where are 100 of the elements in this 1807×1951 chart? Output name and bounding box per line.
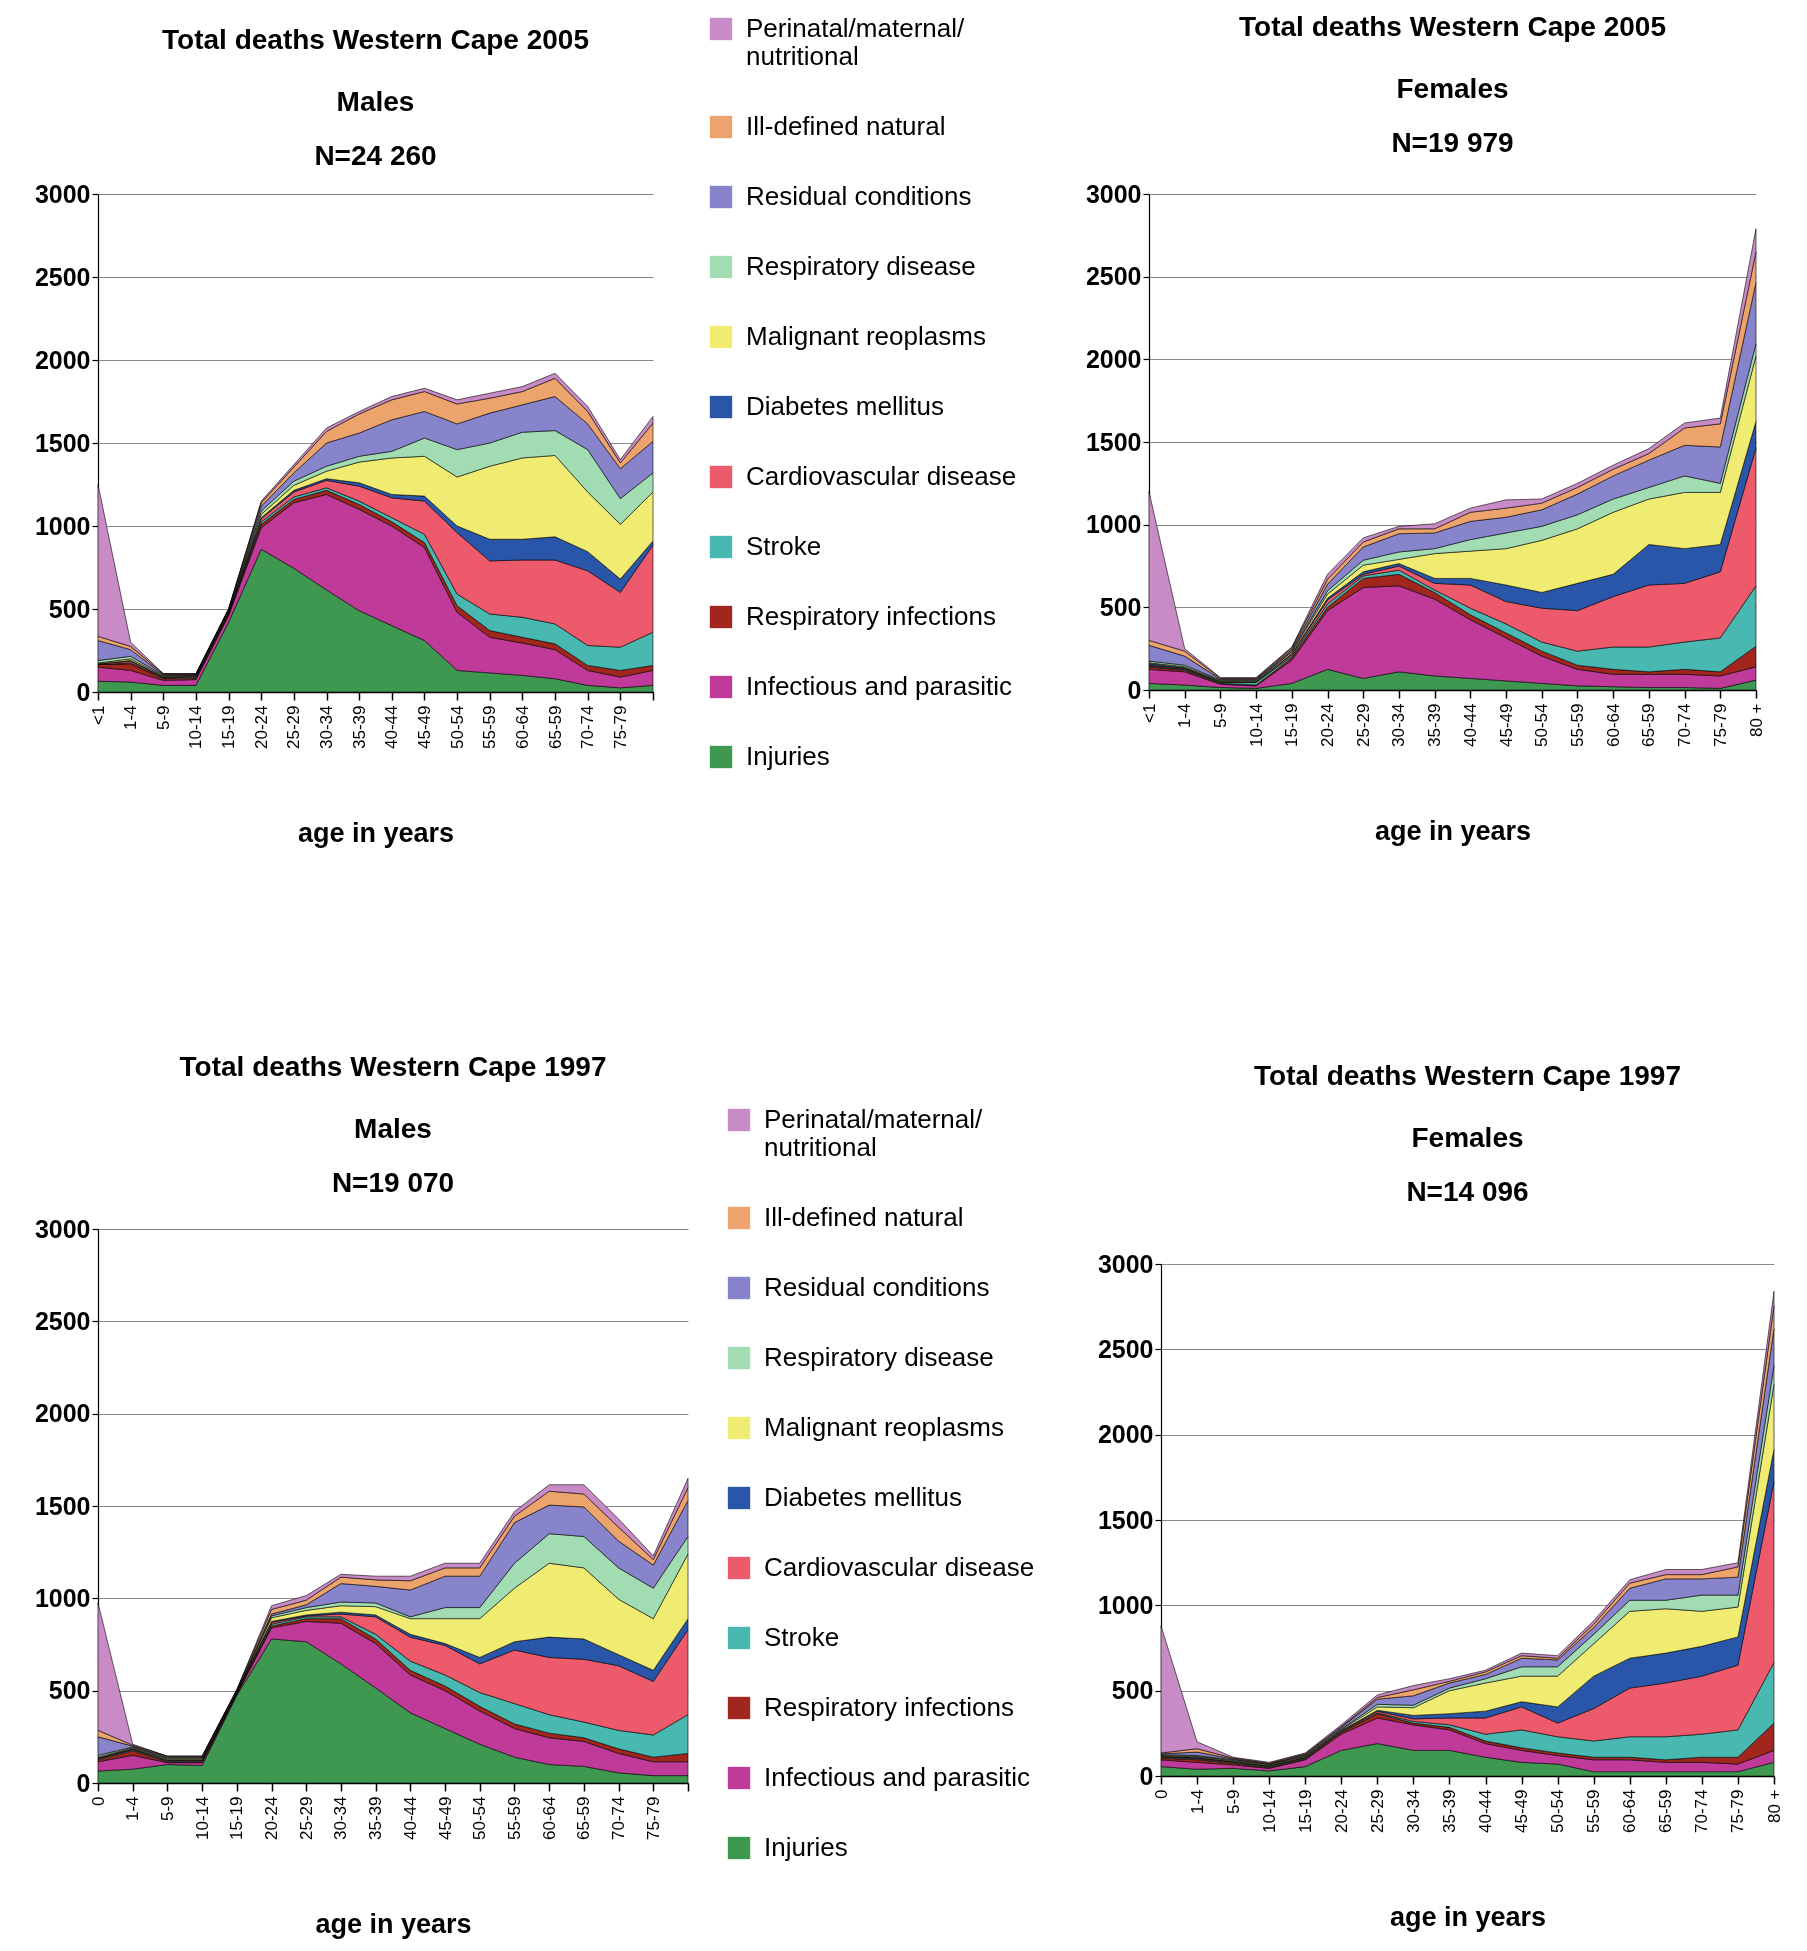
x-tick-label: 20-24 [1331,1789,1351,1833]
x-tick-label: 55-59 [1584,1789,1604,1833]
chart-title: Total deaths Western Cape 1997 [1254,1060,1681,1091]
x-tick-label: 35-39 [1439,1789,1459,1833]
x-tick-label: 10-14 [1246,703,1266,747]
legend-label: Malignant reoplasms [746,321,986,351]
y-tick-label: 1500 [34,428,91,457]
x-tick-label: 30-34 [331,1796,351,1840]
legend-label: Stroke [764,1622,840,1652]
x-tick-label: 0 [88,1796,108,1806]
chart-title: Total deaths Western Cape 1997 [179,1051,607,1082]
chart-subtitle: Males N=19 070 [331,1113,455,1198]
y-tick-label: 0 [1127,675,1142,704]
x-tick-label: 20-24 [251,705,271,749]
x-axis-title: age in years [1389,1901,1547,1932]
x-tick-label: 1-4 [121,705,141,731]
legend-label: Ill-defined natural [764,1202,964,1232]
x-tick-label: 30-34 [317,705,337,749]
x-tick-label: 5-9 [153,705,173,731]
legend-label: Injuries [764,1832,848,1862]
y-tick-label: 1500 [1085,427,1142,456]
x-tick-label: 20-24 [1318,703,1338,747]
y-tick-label: 1000 [34,1583,91,1612]
legend-label: Cardiovascular disease [764,1552,1035,1582]
x-tick-label: <1 [1139,703,1159,723]
y-tick-label: 500 [1111,1676,1154,1705]
x-tick-label: 25-29 [1353,703,1373,747]
x-axis-title: age in years [1374,815,1532,846]
x-tick-label: 60-64 [539,1796,559,1840]
x-tick-label: 50-54 [470,1796,490,1840]
x-tick-label: 50-54 [1548,1789,1568,1833]
x-tick-label: 5-9 [157,1796,177,1822]
x-tick-label: 70-74 [1692,1789,1712,1833]
x-tick-label: 75-79 [1710,703,1730,747]
x-tick-label: 10-14 [186,705,206,749]
x-tick-label: 50-54 [1532,703,1552,747]
legend-label: Respiratory disease [764,1342,994,1372]
x-tick-label: 45-49 [435,1796,455,1840]
x-tick-label: 55-59 [504,1796,524,1840]
x-tick-label: 30-34 [1389,703,1409,747]
y-tick-label: 500 [48,1676,91,1705]
legend-label: Diabetes mellitus [746,391,944,421]
x-tick-label: 10-14 [1259,1789,1279,1833]
y-tick-label: 1500 [1097,1505,1154,1534]
y-tick-label: 3000 [1097,1249,1154,1278]
x-tick-label: 15-19 [1282,703,1302,747]
y-tick-label: 1000 [34,511,91,540]
x-tick-label: 45-49 [1496,703,1516,747]
x-tick-label: 65-59 [1656,1789,1676,1833]
x-tick-label: 60-64 [1620,1789,1640,1833]
x-tick-label: 45-49 [414,705,434,749]
x-tick-label: 45-49 [1512,1789,1532,1833]
y-tick-label: 1500 [34,1491,91,1520]
x-tick-label: 70-74 [609,1796,629,1840]
x-tick-label: 25-29 [1367,1789,1387,1833]
y-tick-label: 500 [48,594,91,623]
legend-label: Diabetes mellitus [764,1482,962,1512]
y-tick-label: 0 [76,677,91,706]
legend-label: Injuries [746,741,830,771]
x-tick-label: 65-59 [574,1796,594,1840]
y-tick-label: 2500 [34,262,91,291]
x-tick-label: 40-44 [1460,703,1480,747]
legend-label: Respiratory disease [746,251,976,281]
x-tick-label: 80 + [1746,703,1766,738]
y-tick-label: 2000 [34,1399,91,1428]
chart-subtitle: Females N=14 096 [1406,1122,1529,1207]
x-tick-label: 15-19 [1295,1789,1315,1833]
x-tick-label: 55-59 [1567,703,1587,747]
x-tick-label: 30-34 [1403,1789,1423,1833]
x-tick-label: 5-9 [1223,1789,1243,1815]
y-tick-label: 2500 [1097,1334,1154,1363]
x-tick-label: 80 + [1764,1789,1784,1824]
legend-label: Infectious and parasitic [746,671,1012,701]
y-tick-label: 2500 [34,1306,91,1335]
x-tick-label: 35-39 [349,705,369,749]
y-tick-label: 1000 [1097,1590,1154,1619]
x-tick-label: 60-64 [512,705,532,749]
chart-title: Total deaths Western Cape 2005 [1239,11,1666,42]
y-tick-label: 500 [1099,592,1142,621]
x-tick-label: 75-79 [643,1796,663,1840]
y-tick-label: 3000 [34,179,91,208]
x-tick-label: 1-4 [1187,1789,1207,1815]
x-tick-label: 25-29 [296,1796,316,1840]
x-tick-label: 15-19 [227,1796,247,1840]
legend-label: Perinatal/maternal/ nutritional [746,13,965,71]
x-tick-label: 15-19 [219,705,239,749]
x-tick-label: 55-59 [480,705,500,749]
legend-label: Stroke [746,531,822,561]
x-tick-label: 0 [1151,1789,1171,1799]
x-tick-label: 60-64 [1603,703,1623,747]
x-tick-label: 75-79 [1728,1789,1748,1833]
legend-label: Infectious and parasitic [764,1762,1030,1792]
y-tick-label: 2000 [1097,1420,1154,1449]
chart-subtitle: Males N=24 260 [314,86,437,171]
legend-label: Residual conditions [746,181,972,211]
x-tick-label: 1-4 [1175,703,1195,729]
x-tick-label: 35-39 [1425,703,1445,747]
legend-label: Respiratory infections [746,601,996,631]
x-tick-label: <1 [88,705,108,725]
legend-label: Ill-defined natural [746,111,946,141]
